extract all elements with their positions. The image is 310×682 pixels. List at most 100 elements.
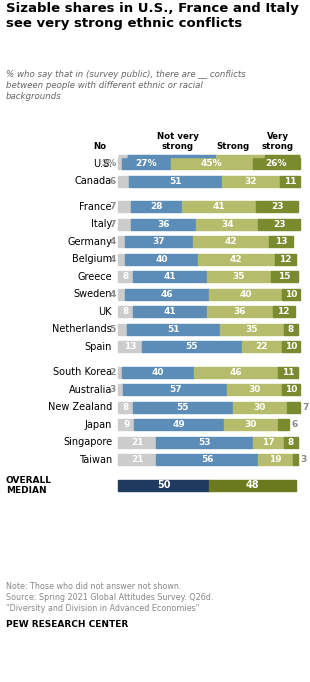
Text: 7: 7 [110,220,116,228]
Text: No: No [93,142,107,151]
Bar [125,288,209,300]
Text: Not very
strong: Not very strong [157,132,199,151]
Bar [118,436,156,448]
Text: Taiwan: Taiwan [79,455,112,464]
Text: 7: 7 [110,203,116,211]
Text: Australia: Australia [69,385,112,395]
Bar [196,219,258,230]
Text: 19: 19 [269,456,282,464]
Bar [209,479,296,491]
Text: 3: 3 [110,385,116,394]
Bar [242,341,282,352]
Text: South Korea: South Korea [53,367,112,377]
Bar [293,454,298,465]
Bar [271,271,298,282]
Bar [278,367,298,378]
Text: 21: 21 [131,438,143,447]
Bar [129,176,222,187]
Bar [118,367,122,378]
Bar [118,479,209,491]
Text: Canada: Canada [75,176,112,186]
Text: 23: 23 [273,220,285,228]
Bar [284,436,298,448]
Text: 57: 57 [169,385,182,394]
Bar [275,254,296,265]
Text: 40: 40 [239,290,252,299]
Text: 53: 53 [198,438,211,447]
Bar [194,367,278,378]
Text: 42: 42 [224,237,237,246]
Text: % who say that in (survey public), there are __ conflicts
between people with di: % who say that in (survey public), there… [6,70,246,101]
Text: 27%: 27% [135,160,157,168]
Text: 11: 11 [282,368,294,376]
Bar [222,176,280,187]
Text: 49: 49 [173,420,185,429]
Bar [118,341,142,352]
Text: Sizable shares in U.S., France and Italy
see very strong ethnic conflicts: Sizable shares in U.S., France and Italy… [6,2,299,30]
Text: PEW RESEARCH CENTER: PEW RESEARCH CENTER [6,620,128,629]
Bar [118,306,133,317]
Text: 23: 23 [271,203,284,211]
Bar [125,254,198,265]
Text: 8: 8 [122,403,128,412]
Text: 2: 2 [110,368,116,376]
Bar [122,158,171,169]
Text: 17: 17 [262,438,274,447]
Text: 28: 28 [150,203,162,211]
Text: 41: 41 [213,203,225,211]
Text: Japan: Japan [85,419,112,430]
Text: 40: 40 [155,255,168,264]
Bar [118,254,125,265]
Text: Germany: Germany [67,237,112,247]
Text: Very
strong: Very strong [262,132,294,151]
Text: 36: 36 [234,308,246,316]
Text: France: France [79,202,112,211]
Text: 56: 56 [201,456,213,464]
Text: OVERALL
MEDIAN: OVERALL MEDIAN [6,475,52,495]
Bar [125,236,193,248]
Text: Belgium: Belgium [72,254,112,264]
Text: 35: 35 [246,325,258,333]
Text: 55: 55 [185,342,198,351]
Bar [123,384,227,396]
Text: Spain: Spain [85,342,112,352]
Bar [133,306,207,317]
Text: 8: 8 [122,308,128,316]
Bar [142,341,242,352]
Text: 7: 7 [302,403,308,412]
Text: 4: 4 [110,237,116,246]
Bar [118,324,127,335]
Text: 12: 12 [279,255,292,264]
Text: Strong: Strong [216,142,250,151]
Bar [118,176,129,187]
Bar [118,402,133,413]
Text: Sweden: Sweden [73,289,112,299]
Text: 45%: 45% [201,160,223,168]
Bar [134,419,224,430]
Bar [193,236,269,248]
Text: 41: 41 [164,272,176,281]
Text: Greece: Greece [78,271,112,282]
Bar [282,288,300,300]
Bar [118,219,131,230]
Text: New Zealand: New Zealand [48,402,112,412]
Text: 41: 41 [164,308,176,316]
Bar [156,454,258,465]
Bar [209,288,282,300]
Text: 35: 35 [233,272,245,281]
Bar [182,201,256,212]
Text: 6: 6 [291,420,297,429]
Text: 6: 6 [110,177,116,186]
Bar [171,158,253,169]
Bar [118,158,122,169]
Text: 11: 11 [284,177,296,186]
Text: 21: 21 [131,456,143,464]
Bar [118,419,134,430]
Text: 8: 8 [288,438,294,447]
Text: 26%: 26% [266,160,287,168]
Text: 55: 55 [176,403,189,412]
Text: 10: 10 [285,385,297,394]
Bar [233,402,287,413]
Text: 4: 4 [110,290,116,299]
Bar [127,324,220,335]
